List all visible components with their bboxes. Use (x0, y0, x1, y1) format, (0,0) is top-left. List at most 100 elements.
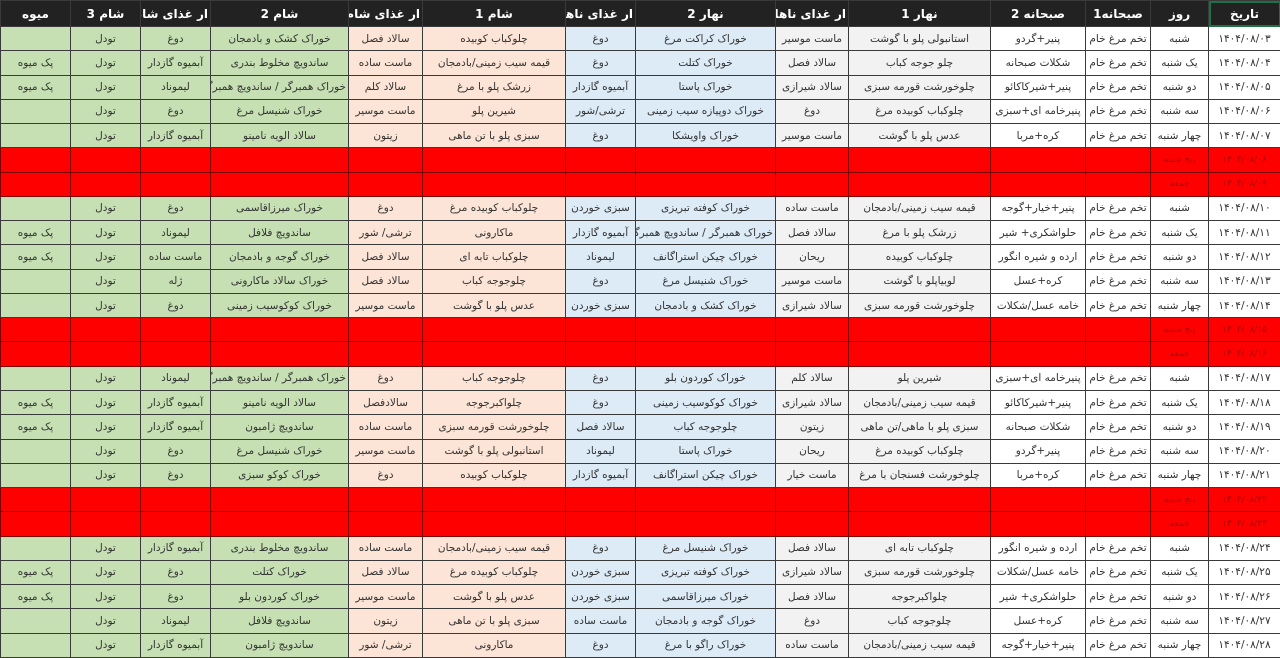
cell-dinner-3[interactable]: تودل (71, 245, 141, 269)
cell-dinner-1[interactable]: چلوکباب کوبیده مرغ (423, 196, 566, 220)
cell-date[interactable]: ۱۴۰۴/۰۸/۱۱ (1209, 221, 1280, 245)
cell-lunch-1[interactable]: چلوجوجه کباب (849, 609, 991, 633)
cell-lunch-side-2[interactable] (566, 512, 636, 536)
cell-breakfast-1[interactable]: تخم مرغ خام (1086, 585, 1151, 609)
cell-dinner-3[interactable]: تودل (71, 463, 141, 487)
cell-day[interactable]: چهار شنبه (1151, 463, 1209, 487)
cell-lunch-2[interactable]: خوراک میرزاقاسمی (636, 585, 776, 609)
cell-dinner-3[interactable]: تودل (71, 196, 141, 220)
cell-fruit[interactable] (1, 633, 71, 657)
cell-dinner-2[interactable]: ساندویچ فلافل (211, 609, 349, 633)
cell-dinner-2[interactable]: خوراک کشک و بادمجان (211, 27, 349, 51)
cell-dinner-1[interactable]: زرشک پلو با مرغ (423, 75, 566, 99)
cell-day[interactable]: دو شنبه (1151, 245, 1209, 269)
cell-dinner-3[interactable]: تودل (71, 124, 141, 148)
cell-lunch-side-2[interactable] (566, 318, 636, 342)
cell-lunch-side-2[interactable]: آبمیوه گازدار (566, 75, 636, 99)
cell-day[interactable]: سه شنبه (1151, 99, 1209, 123)
cell-dinner-3[interactable] (71, 172, 141, 196)
column-header-lunch-side-2[interactable]: ار غذای ناهار (566, 1, 636, 27)
cell-breakfast-2[interactable]: پنیر+خیار+گوجه (991, 633, 1086, 657)
cell-fruit[interactable] (1, 148, 71, 172)
cell-breakfast-2[interactable] (991, 318, 1086, 342)
cell-lunch-side-1[interactable] (776, 512, 849, 536)
cell-dinner-1[interactable]: چلوکباب کوبیده (423, 27, 566, 51)
cell-lunch-side-1[interactable]: ماست ساده (776, 196, 849, 220)
cell-dinner-side-1[interactable] (349, 148, 423, 172)
cell-lunch-2[interactable]: خوراک پاستا (636, 439, 776, 463)
cell-dinner-1[interactable] (423, 172, 566, 196)
cell-lunch-side-2[interactable]: دوغ (566, 51, 636, 75)
cell-fruit[interactable] (1, 488, 71, 512)
cell-breakfast-1[interactable]: تخم مرغ خام (1086, 51, 1151, 75)
cell-lunch-2[interactable]: خوراک گوجه و بادمجان (636, 609, 776, 633)
cell-dinner-side-1[interactable]: زیتون (349, 124, 423, 148)
cell-dinner-side-1[interactable]: ماست موسیر (349, 99, 423, 123)
cell-day[interactable]: چهار شنبه (1151, 293, 1209, 317)
cell-dinner-side-1[interactable] (349, 342, 423, 366)
cell-lunch-2[interactable]: خوراک شنیسل مرغ (636, 536, 776, 560)
cell-dinner-1[interactable]: چلوجوجه کباب (423, 366, 566, 390)
cell-dinner-side-2[interactable] (141, 488, 211, 512)
cell-day[interactable]: پنج شنبه (1151, 488, 1209, 512)
cell-lunch-side-2[interactable]: دوغ (566, 366, 636, 390)
cell-date[interactable]: ۱۴۰۴/۰۸/۲۷ (1209, 609, 1280, 633)
cell-fruit[interactable] (1, 439, 71, 463)
cell-dinner-1[interactable]: چلواکبرجوجه (423, 390, 566, 414)
cell-dinner-2[interactable]: خوراک همبرگر / ساندویچ همبرگر (211, 366, 349, 390)
cell-lunch-2[interactable]: خوراک پاستا (636, 75, 776, 99)
cell-dinner-1[interactable]: ماکارونی (423, 221, 566, 245)
cell-dinner-side-2[interactable]: لیموناد (141, 221, 211, 245)
cell-day[interactable]: چهار شنبه (1151, 633, 1209, 657)
column-header-breakfast-1[interactable]: صبحانه1 (1086, 1, 1151, 27)
cell-breakfast-2[interactable] (991, 172, 1086, 196)
cell-lunch-side-1[interactable] (776, 488, 849, 512)
cell-lunch-side-1[interactable] (776, 172, 849, 196)
cell-day[interactable]: یک شنبه (1151, 390, 1209, 414)
cell-lunch-side-2[interactable]: سبزی خوردن (566, 560, 636, 584)
column-header-day[interactable]: روز (1151, 1, 1209, 27)
cell-lunch-2[interactable]: خوراک چیکن استراگانف (636, 463, 776, 487)
cell-date[interactable]: ۱۴۰۴/۰۸/۲۵ (1209, 560, 1280, 584)
cell-lunch-2[interactable]: خوراک کراکت مرغ (636, 27, 776, 51)
cell-fruit[interactable] (1, 172, 71, 196)
cell-dinner-1[interactable]: چلوجوجه کباب (423, 269, 566, 293)
cell-fruit[interactable] (1, 366, 71, 390)
cell-breakfast-1[interactable]: تخم مرغ خام (1086, 196, 1151, 220)
cell-breakfast-1[interactable]: تخم مرغ خام (1086, 609, 1151, 633)
cell-lunch-side-1[interactable]: ماست موسیر (776, 27, 849, 51)
cell-dinner-side-1[interactable]: ترشی/ شور (349, 221, 423, 245)
cell-lunch-side-1[interactable]: ماست ساده (776, 633, 849, 657)
cell-lunch-side-2[interactable]: ترشی/شور (566, 99, 636, 123)
cell-breakfast-2[interactable]: پنیرخامه ای+سبزی (991, 99, 1086, 123)
cell-dinner-side-1[interactable]: ماست ساده (349, 536, 423, 560)
cell-dinner-2[interactable] (211, 342, 349, 366)
cell-breakfast-1[interactable]: تخم مرغ خام (1086, 269, 1151, 293)
cell-dinner-side-1[interactable]: دوغ (349, 366, 423, 390)
cell-lunch-side-2[interactable] (566, 488, 636, 512)
cell-breakfast-2[interactable]: پنیرخامه ای+سبزی (991, 366, 1086, 390)
cell-lunch-side-1[interactable]: ماست موسیر (776, 124, 849, 148)
cell-dinner-3[interactable] (71, 342, 141, 366)
cell-lunch-1[interactable] (849, 148, 991, 172)
cell-day[interactable]: دو شنبه (1151, 585, 1209, 609)
cell-dinner-side-1[interactable]: سالاد فصل (349, 27, 423, 51)
cell-breakfast-2[interactable]: کره+مربا (991, 463, 1086, 487)
cell-dinner-2[interactable] (211, 172, 349, 196)
cell-breakfast-2[interactable] (991, 148, 1086, 172)
cell-day[interactable]: جمعه (1151, 342, 1209, 366)
cell-dinner-3[interactable]: تودل (71, 609, 141, 633)
cell-lunch-1[interactable]: چلوخورشت قورمه سبزی (849, 75, 991, 99)
cell-lunch-side-2[interactable]: آبمیوه گازدار (566, 221, 636, 245)
cell-dinner-2[interactable] (211, 512, 349, 536)
cell-lunch-side-1[interactable] (776, 342, 849, 366)
cell-dinner-3[interactable]: تودل (71, 293, 141, 317)
cell-fruit[interactable] (1, 512, 71, 536)
cell-lunch-2[interactable] (636, 488, 776, 512)
cell-day[interactable]: شنبه (1151, 196, 1209, 220)
cell-fruit[interactable]: پک میوه (1, 415, 71, 439)
cell-dinner-side-1[interactable]: سالاد فصل (349, 269, 423, 293)
cell-dinner-side-1[interactable]: ماست ساده (349, 51, 423, 75)
cell-lunch-1[interactable] (849, 488, 991, 512)
cell-breakfast-2[interactable]: پنیر+خیار+گوجه (991, 196, 1086, 220)
